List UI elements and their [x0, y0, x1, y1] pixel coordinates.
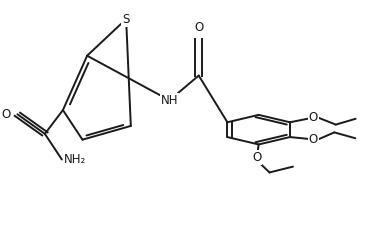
Text: NH: NH [161, 94, 178, 107]
Text: O: O [309, 133, 318, 146]
Text: O: O [252, 151, 262, 164]
Text: S: S [122, 13, 130, 26]
Text: O: O [194, 21, 203, 34]
Text: O: O [2, 108, 11, 121]
Text: O: O [309, 111, 318, 124]
Text: NH₂: NH₂ [64, 153, 86, 166]
